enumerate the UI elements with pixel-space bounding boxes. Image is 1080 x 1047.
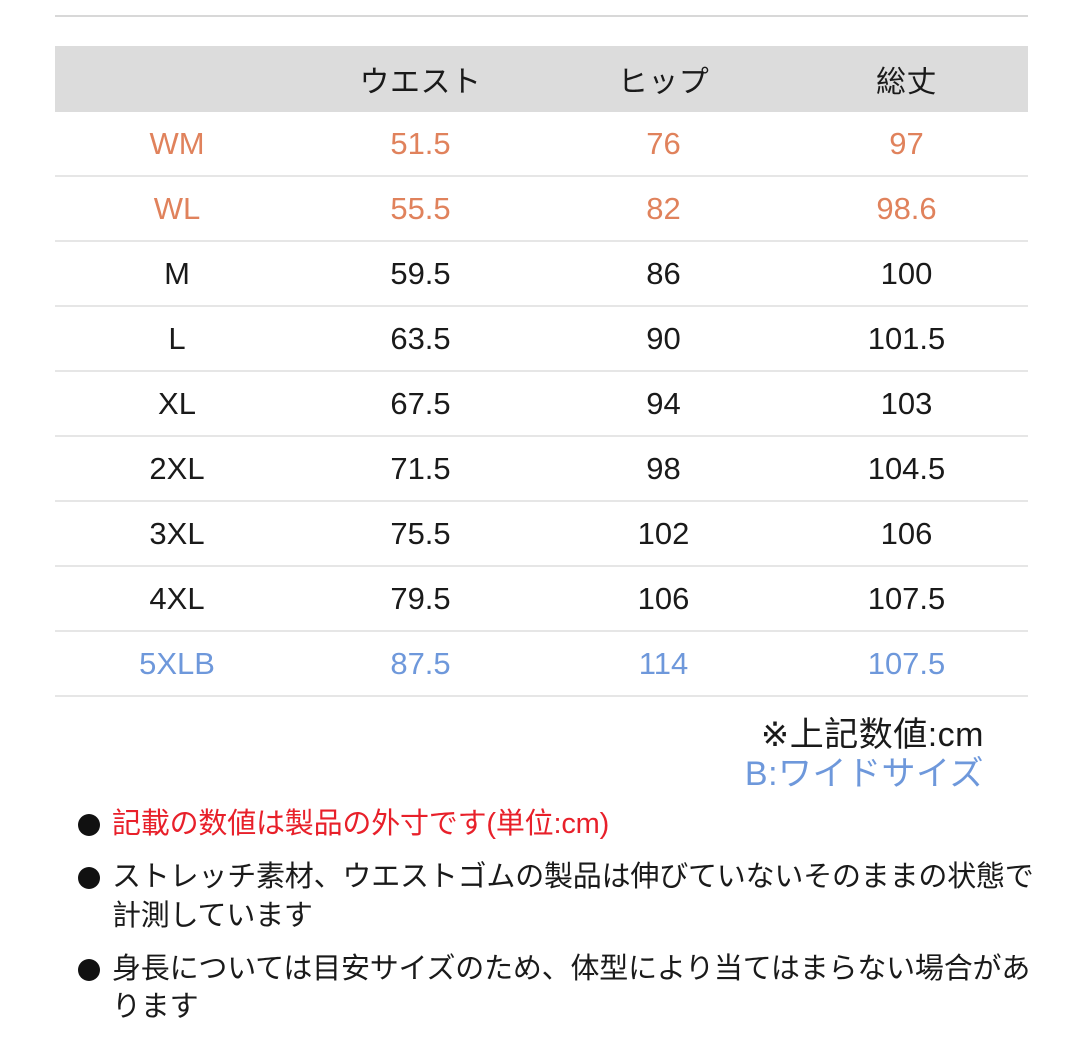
unit-notes: ※上記数値:cm B:ワイドサイズ	[745, 716, 984, 795]
cell-size: L	[55, 306, 299, 372]
cell-size: WM	[55, 112, 299, 177]
cell-size: 2XL	[55, 436, 299, 502]
bullet-note-text: ストレッチ素材、ウエストゴムの製品は伸びていないそのままの状態で計測しています	[112, 860, 1034, 932]
bullet-dot-icon	[78, 958, 100, 981]
cell-hip: 102	[542, 501, 785, 567]
cell-length: 101.5	[785, 306, 1028, 372]
table-row: XL 67.5 94 103	[55, 371, 1028, 437]
cell-hip: 82	[542, 176, 785, 242]
cell-waist: 79.5	[299, 566, 542, 632]
table-body: WM 51.5 76 97 WL 55.5 82 98.6 M 59.5 86 100 L 63.5 90 1…	[55, 112, 1028, 697]
cell-waist: 67.5	[299, 371, 542, 437]
table-row: 2XL 71.5 98 104.5	[55, 436, 1028, 502]
cell-hip: 76	[542, 112, 785, 177]
cell-waist: 63.5	[299, 306, 542, 372]
cell-length: 107.5	[785, 566, 1028, 632]
table-row: 3XL 75.5 102 106	[55, 501, 1028, 567]
cell-length: 106	[785, 501, 1028, 567]
bullet-dot-icon	[78, 866, 100, 889]
cell-size: 4XL	[55, 566, 299, 632]
table-header: ウエスト ヒップ 総丈	[55, 46, 1028, 112]
cell-hip: 106	[542, 566, 785, 632]
cell-length: 100	[785, 241, 1028, 307]
cell-size: M	[55, 241, 299, 307]
cell-length: 97	[785, 112, 1028, 177]
top-divider	[55, 15, 1028, 17]
cell-size: 3XL	[55, 501, 299, 567]
cell-size: 5XLB	[55, 631, 299, 697]
table-row: WL 55.5 82 98.6	[55, 176, 1028, 242]
cell-hip: 86	[542, 241, 785, 307]
bullet-note-list: 記載の数値は製品の外寸です(単位:cm) ストレッチ素材、ウエストゴムの製品は伸び…	[78, 805, 1040, 1041]
column-header-hip: ヒップ	[542, 46, 785, 112]
cell-hip: 98	[542, 436, 785, 502]
table-row: L 63.5 90 101.5	[55, 306, 1028, 372]
column-header-length: 総丈	[785, 46, 1028, 112]
bullet-note-text: 記載の数値は製品の外寸です(単位:cm)	[112, 808, 610, 840]
cell-hip: 114	[542, 631, 785, 697]
unit-note-wide-size: B:ワイドサイズ	[744, 755, 984, 794]
table-row: M 59.5 86 100	[55, 241, 1028, 307]
bullet-note: 身長については目安サイズのため、体型により当てはまらない場合があります	[78, 950, 1040, 1028]
cell-size: WL	[55, 176, 299, 242]
cell-waist: 59.5	[299, 241, 542, 307]
cell-waist: 51.5	[299, 112, 542, 177]
column-header-size	[55, 46, 299, 112]
table-row: 5XLB 87.5 114 107.5	[55, 631, 1028, 697]
table-row: 4XL 79.5 106 107.5	[55, 566, 1028, 632]
cell-waist: 55.5	[299, 176, 542, 242]
cell-length: 98.6	[785, 176, 1028, 242]
bullet-note: ストレッチ素材、ウエストゴムの製品は伸びていないそのままの状態で計測しています	[78, 858, 1040, 936]
table-header-row: ウエスト ヒップ 総丈	[55, 46, 1028, 112]
cell-waist: 87.5	[299, 631, 542, 697]
bullet-dot-icon	[78, 814, 100, 836]
cell-length: 107.5	[785, 631, 1028, 697]
cell-hip: 90	[542, 306, 785, 372]
cell-length: 104.5	[785, 436, 1028, 502]
bullet-note-text: 身長については目安サイズのため、体型により当てはまらない場合があります	[112, 952, 1031, 1024]
cell-waist: 71.5	[299, 436, 542, 502]
cell-waist: 75.5	[299, 501, 542, 567]
unit-note-cm: ※上記数値:cm	[760, 716, 984, 754]
cell-size: XL	[55, 371, 299, 437]
column-header-waist: ウエスト	[299, 46, 542, 112]
size-chart-table: ウエスト ヒップ 総丈 WM 51.5 76 97 WL 55.5 82 98.6 M 59.5 8…	[55, 46, 1028, 697]
bullet-note: 記載の数値は製品の外寸です(単位:cm)	[78, 805, 1040, 844]
table-row: WM 51.5 76 97	[55, 112, 1028, 177]
cell-length: 103	[785, 371, 1028, 437]
cell-hip: 94	[542, 371, 785, 437]
